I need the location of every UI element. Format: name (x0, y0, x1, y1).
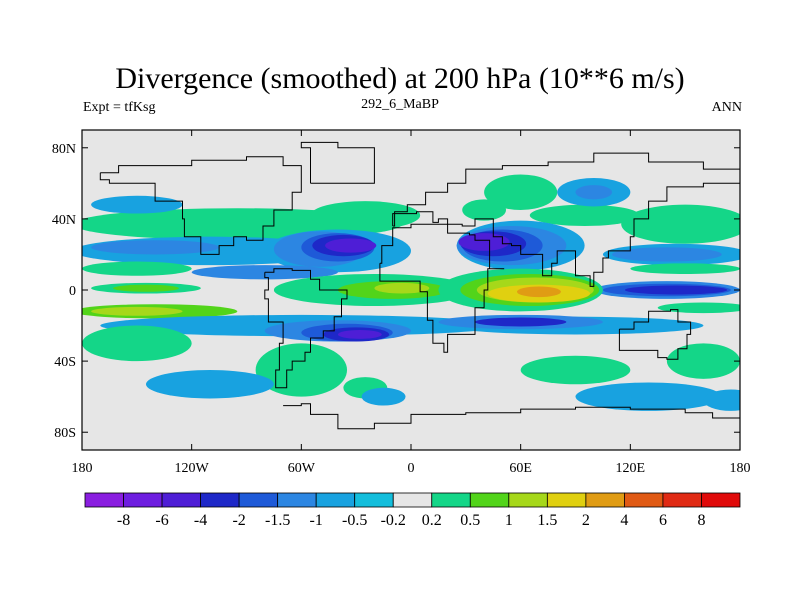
colorbar-box (84, 492, 124, 508)
colorbar-box (508, 492, 548, 508)
colorbar-label: 0.2 (422, 512, 442, 529)
contour-region (484, 174, 558, 211)
contour-region (91, 240, 220, 255)
contour-region (462, 199, 507, 221)
colorbar-box (200, 492, 240, 508)
colorbar-box (701, 492, 741, 508)
contour-region (255, 343, 348, 397)
experiment-label: Expt = tfKsg (83, 100, 156, 115)
contour-region (458, 233, 510, 251)
colorbar-label: -0.5 (342, 512, 367, 529)
contour-region (361, 387, 406, 406)
contour-region (575, 382, 722, 411)
contour-region (621, 204, 740, 244)
colorbar-box (431, 492, 471, 508)
colorbar-box (315, 492, 356, 508)
colorbar-label: 4 (620, 512, 628, 529)
colorbar-label: -1 (310, 512, 323, 529)
colorbar-label: -0.2 (381, 512, 406, 529)
colorbar-label: -1.5 (265, 512, 290, 529)
coastline (264, 268, 348, 389)
contour-region (657, 302, 740, 314)
colorbar-box (123, 492, 163, 508)
colorbar-box (585, 492, 625, 508)
y-tick-label: 40N (52, 213, 76, 228)
contour-region (310, 201, 421, 230)
contour-region (325, 238, 377, 253)
coastlines (99, 141, 740, 430)
colorbar-label: 2 (582, 512, 590, 529)
contour-region (520, 355, 631, 385)
case-label: 292_6_MaBP (361, 97, 439, 112)
coastline (300, 141, 375, 184)
coastline (618, 309, 692, 360)
axes: 180 120W 60W 0 60E 120E 180 80N 40N 0 40S 80S (52, 130, 751, 476)
coastline (99, 156, 302, 255)
y-tick-label: 0 (69, 284, 76, 299)
colorbar-label: -6 (155, 512, 168, 529)
colorbar-box (354, 492, 394, 508)
colorbar-box (546, 492, 587, 508)
x-tick-label: 60W (288, 461, 316, 476)
y-tick-label: 40S (54, 355, 76, 370)
x-tick-label: 60E (509, 461, 532, 476)
contour-region (666, 343, 740, 379)
y-tick-label: 80N (52, 142, 76, 157)
contour-region (529, 204, 640, 226)
colorbar-box (624, 492, 664, 508)
colorbar-box (238, 492, 279, 508)
colorbar-box (469, 492, 510, 508)
contour-region (374, 282, 430, 294)
contour-region (575, 185, 613, 200)
contour-region (91, 306, 183, 316)
x-tick-label: 0 (408, 461, 415, 476)
coastline (379, 223, 505, 353)
contour-region (337, 330, 382, 339)
contour-region (703, 389, 740, 411)
colorbar-box (392, 492, 433, 508)
contour-region (82, 325, 192, 362)
colorbar-label: 1 (505, 512, 513, 529)
x-tick-label: 120E (616, 461, 646, 476)
colorbar-label: 1.5 (537, 512, 557, 529)
y-tick-label: 80S (54, 426, 76, 441)
colorbar-label: 6 (659, 512, 667, 529)
coastline (392, 152, 740, 287)
colorbar-label: 0.5 (460, 512, 480, 529)
colorbar-box (161, 492, 201, 508)
colorbar-label: 8 (697, 512, 705, 529)
season-label: ANN (711, 100, 742, 115)
contour-region (624, 285, 728, 295)
colorbar-label: -4 (194, 512, 207, 529)
coastline (283, 403, 740, 430)
contour-region (630, 263, 740, 274)
colorbar-label: -2 (232, 512, 245, 529)
contour-region (91, 195, 183, 214)
x-tick-label: 180 (730, 461, 751, 476)
contour-region (474, 317, 567, 327)
x-tick-label: 180 (72, 461, 93, 476)
contour-region (82, 261, 192, 276)
contour-region (612, 247, 722, 262)
contour-region (145, 370, 274, 399)
contour-region (517, 286, 561, 298)
colorbar: -8 -6 -4 -2 -1.5 -1 -0.5 -0.2 0.2 0.5 1 1.5 2 4 6 8 (84, 492, 741, 529)
colorbar-box (277, 492, 317, 508)
colorbar-box (662, 492, 702, 508)
colorbar-label: -8 (117, 512, 130, 529)
contour-region (113, 284, 179, 292)
x-tick-label: 120W (175, 461, 210, 476)
chart-title: Divergence (smoothed) at 200 hPa (10**6 … (115, 62, 685, 95)
